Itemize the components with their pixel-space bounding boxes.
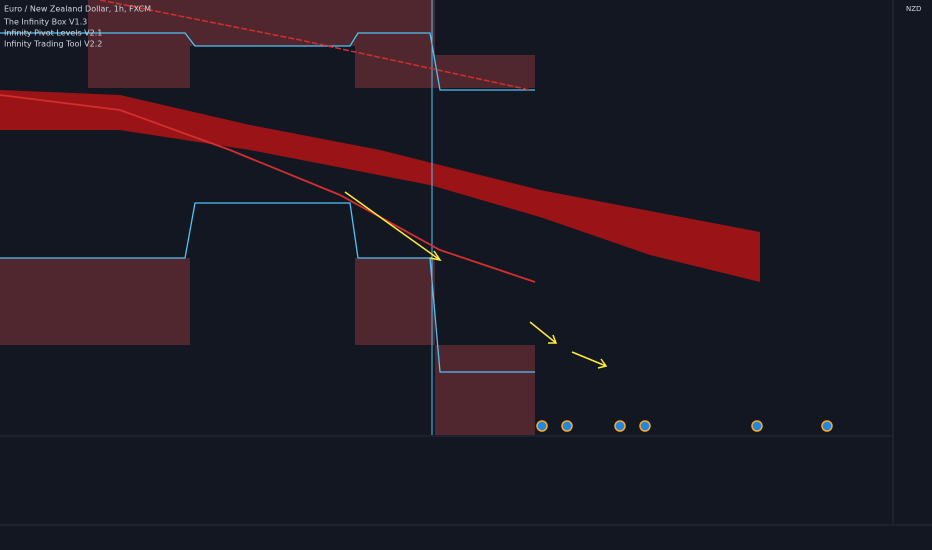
box-bottom-line: [0, 202, 535, 373]
arrow-head: [597, 358, 608, 369]
arrow: [344, 191, 441, 261]
indicator-name: The Infinity Box V1.3: [3, 18, 87, 27]
box-zone: [355, 0, 435, 88]
box-zone: [355, 258, 435, 345]
event-icon: [614, 420, 626, 432]
event-icon: [536, 420, 548, 432]
header: Euro / New Zealand Dollar, 1h, FXCM The …: [3, 5, 921, 49]
arrow: [571, 351, 607, 367]
box-top-line: [0, 32, 535, 91]
event-icon: [639, 420, 651, 432]
cloud: [0, 90, 760, 282]
box-zone: [190, 0, 355, 46]
arrows: [344, 191, 608, 369]
box-zone: [435, 345, 535, 435]
moving-average: [0, 94, 536, 283]
box-zone: [0, 258, 190, 345]
arrow-head: [429, 250, 442, 262]
box-zone: [435, 55, 535, 88]
event-icon: [751, 420, 763, 432]
indicator-name: Infinity Trading Tool V2.2: [4, 40, 102, 49]
price-axis-bg: [893, 0, 932, 550]
currency: NZD: [906, 5, 921, 13]
event-icon: [561, 420, 573, 432]
indicator-name: Infinity Pivot Levels V2.1: [4, 29, 102, 38]
chart-title: Euro / New Zealand Dollar, 1h, FXCM: [4, 5, 151, 14]
event-icons: [536, 420, 833, 432]
arrow: [529, 321, 557, 344]
trend-line: [99, 0, 531, 91]
event-icon: [821, 420, 833, 432]
arrow-head: [548, 334, 558, 344]
